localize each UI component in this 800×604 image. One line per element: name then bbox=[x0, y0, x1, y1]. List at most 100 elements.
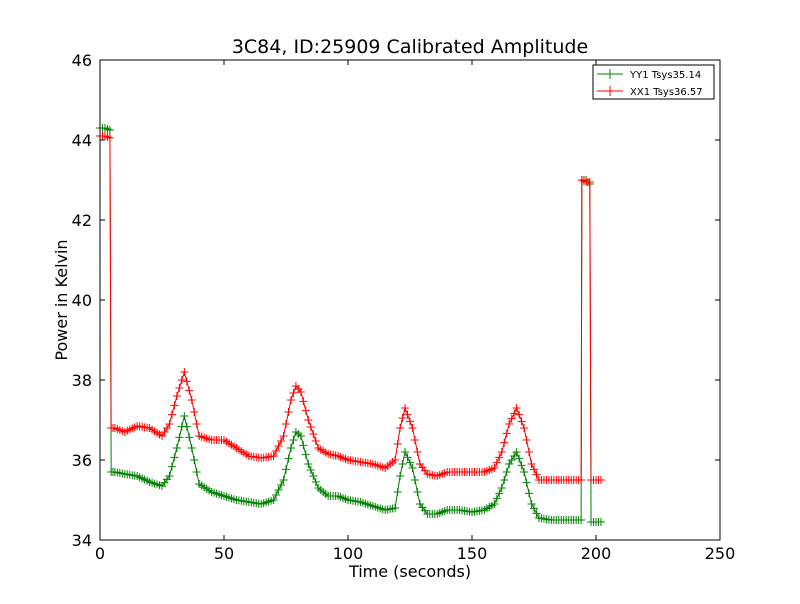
data-point-marker bbox=[172, 444, 181, 452]
data-point-marker bbox=[284, 408, 293, 416]
data-point-marker bbox=[532, 509, 541, 518]
data-point-marker bbox=[167, 462, 176, 471]
data-point-marker bbox=[175, 384, 184, 392]
data-point-marker bbox=[309, 472, 318, 480]
data-point-marker bbox=[408, 464, 417, 472]
data-point-marker bbox=[517, 417, 526, 426]
data-point-marker bbox=[413, 488, 422, 496]
data-point-marker bbox=[170, 453, 179, 462]
data-point-marker bbox=[289, 389, 298, 397]
data-point-marker bbox=[585, 178, 594, 186]
series-layer bbox=[96, 124, 605, 526]
data-point-marker bbox=[393, 440, 402, 448]
x-tick-label: 200 bbox=[581, 544, 612, 563]
legend-box bbox=[592, 64, 715, 100]
data-point-marker bbox=[306, 466, 315, 474]
data-point-marker bbox=[505, 420, 514, 428]
data-point-marker bbox=[410, 476, 419, 484]
data-point-marker bbox=[406, 417, 414, 426]
data-point-marker bbox=[596, 476, 605, 484]
data-point-marker bbox=[596, 518, 605, 526]
data-point-marker bbox=[282, 465, 290, 474]
data-point-marker bbox=[520, 468, 529, 476]
data-point-marker bbox=[490, 500, 499, 508]
data-point-marker bbox=[500, 438, 509, 447]
data-point-marker bbox=[180, 368, 189, 376]
data-point-marker bbox=[309, 430, 318, 438]
y-tick-label: 38 bbox=[72, 371, 92, 390]
data-point-marker bbox=[403, 410, 412, 419]
data-point-marker bbox=[185, 386, 194, 395]
data-point-marker bbox=[105, 134, 114, 142]
data-point-marker bbox=[507, 414, 516, 423]
data-point-marker bbox=[182, 422, 191, 431]
data-point-marker bbox=[269, 452, 278, 460]
data-point-marker bbox=[495, 489, 504, 498]
data-point-marker bbox=[497, 448, 506, 456]
y-tick-label: 34 bbox=[72, 531, 92, 550]
data-point-marker bbox=[165, 420, 174, 428]
data-point-marker bbox=[311, 437, 320, 445]
data-point-marker bbox=[492, 458, 501, 467]
data-point-marker bbox=[391, 504, 400, 512]
data-point-marker bbox=[515, 454, 524, 463]
data-point-marker bbox=[304, 460, 313, 468]
data-point-marker bbox=[577, 516, 586, 524]
data-point-marker bbox=[286, 396, 295, 404]
data-point-marker bbox=[406, 458, 414, 467]
data-point-marker bbox=[495, 453, 504, 462]
data-point-marker bbox=[410, 436, 419, 444]
data-point-marker bbox=[512, 404, 521, 412]
data-point-marker bbox=[510, 409, 519, 418]
legend: YY1 Tsys35.14 XX1 Tsys36.57 bbox=[592, 64, 715, 100]
x-tick-label: 50 bbox=[214, 544, 234, 563]
data-point-marker bbox=[391, 456, 400, 464]
data-point-marker bbox=[296, 432, 305, 440]
data-point-marker bbox=[272, 447, 281, 455]
data-point-marker bbox=[279, 432, 288, 440]
data-point-marker bbox=[304, 416, 313, 424]
data-point-marker bbox=[187, 396, 196, 404]
data-point-marker bbox=[279, 476, 288, 484]
x-axis-title: Time (seconds) bbox=[348, 562, 471, 581]
data-point-marker bbox=[296, 388, 305, 396]
data-point-marker bbox=[500, 476, 509, 484]
data-point-marker bbox=[289, 436, 298, 444]
data-point-marker bbox=[577, 176, 586, 184]
data-point-marker bbox=[177, 376, 186, 384]
chart-title: 3C84, ID:25909 Calibrated Amplitude bbox=[232, 36, 588, 58]
data-point-marker bbox=[401, 404, 410, 412]
data-point-marker bbox=[520, 424, 529, 432]
data-point-marker bbox=[167, 410, 176, 419]
data-point-marker bbox=[286, 444, 295, 452]
data-point-marker bbox=[522, 478, 531, 487]
data-point-marker bbox=[396, 424, 405, 432]
x-tick-label: 100 bbox=[333, 544, 364, 563]
data-point-marker bbox=[393, 488, 402, 496]
data-point-marker bbox=[530, 504, 538, 513]
data-point-marker bbox=[413, 448, 422, 456]
data-point-marker bbox=[517, 461, 526, 470]
y-tick-label: 44 bbox=[72, 131, 92, 150]
x-tick-label: 250 bbox=[705, 544, 736, 563]
data-point-marker bbox=[530, 465, 538, 474]
legend-label-yy1: YY1 Tsys35.14 bbox=[629, 70, 701, 81]
data-point-marker bbox=[269, 496, 278, 504]
data-point-marker bbox=[299, 397, 308, 406]
data-point-marker bbox=[105, 126, 114, 134]
data-point-marker bbox=[180, 412, 189, 420]
data-point-marker bbox=[497, 484, 506, 492]
x-tick-label: 0 bbox=[95, 544, 105, 563]
data-point-marker bbox=[187, 444, 196, 452]
ticks-layer: 0 50 100 150 200 250 34 36 38 40 42 44 46 bbox=[72, 51, 736, 563]
data-point-marker bbox=[515, 410, 524, 419]
data-point-marker bbox=[306, 423, 315, 431]
data-point-marker bbox=[525, 448, 534, 456]
data-point-marker bbox=[502, 429, 511, 438]
data-point-marker bbox=[527, 500, 536, 508]
series-xx1 bbox=[96, 132, 605, 484]
data-point-marker bbox=[185, 433, 194, 442]
data-point-marker bbox=[301, 406, 310, 415]
data-point-marker bbox=[170, 401, 179, 410]
